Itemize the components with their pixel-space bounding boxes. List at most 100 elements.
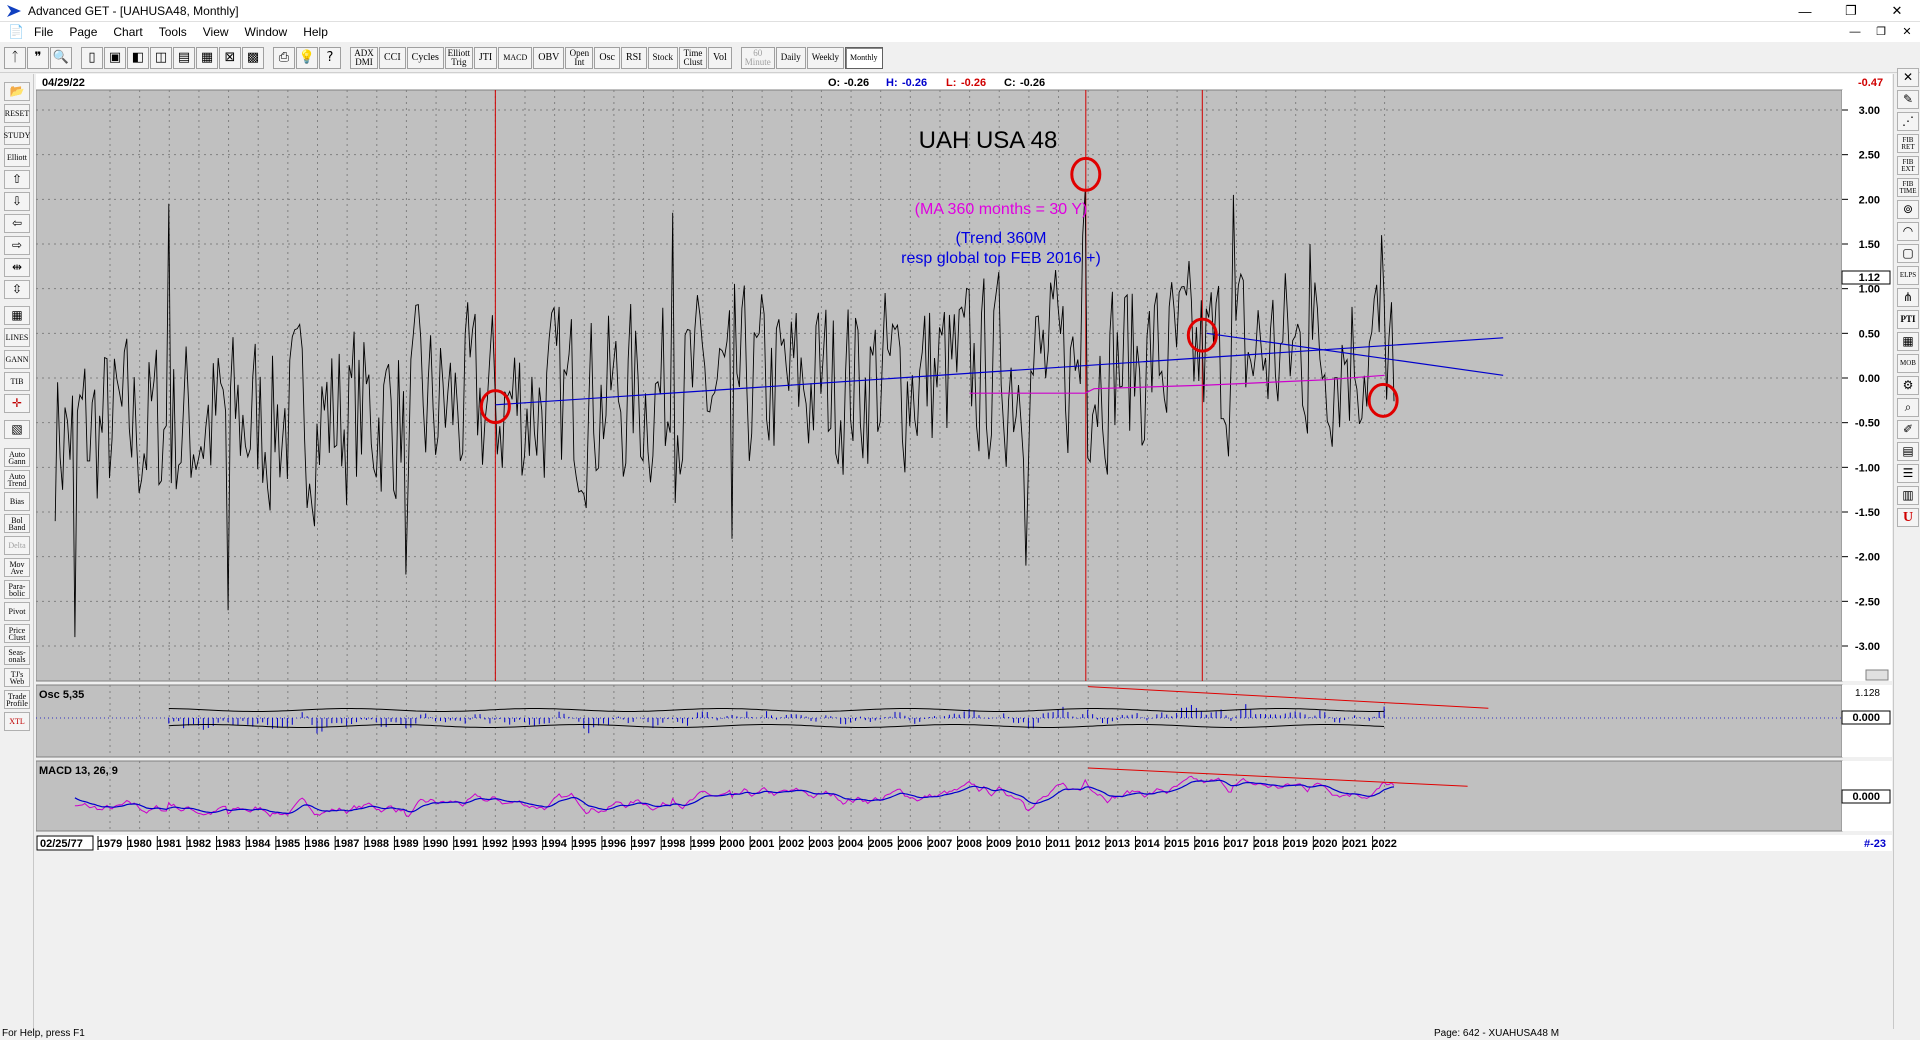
time-clust-button[interactable]: Time Clust [679, 46, 708, 69]
fib-ext-button[interactable]: FIB EXT [1897, 156, 1919, 175]
scale-toggle-icon[interactable] [1865, 669, 1889, 681]
daily-button[interactable]: Daily [775, 46, 806, 69]
vol-button[interactable]: Vol [708, 46, 732, 69]
quote-icon[interactable]: ❞ [27, 46, 49, 69]
pti-button[interactable]: PTI [1897, 310, 1919, 329]
bias-button[interactable]: Bias [4, 492, 30, 511]
expand-vertical-icon[interactable]: ⇳ [4, 280, 30, 299]
delta-button[interactable]: Delta [4, 536, 30, 555]
jti-button[interactable]: JTI [473, 46, 498, 69]
help-question-icon[interactable]: ? [319, 46, 341, 69]
osc-button[interactable]: Osc [594, 46, 620, 69]
arrow-up-icon[interactable]: ⇧ [4, 170, 30, 189]
parabolic-button[interactable]: Para- bolic [4, 580, 30, 599]
menu-chart[interactable]: Chart [113, 25, 143, 39]
elps-button[interactable]: ELPS [1897, 266, 1919, 285]
seasonals-button[interactable]: Seas- onals [4, 646, 30, 665]
folder-icon[interactable]: 📂 [4, 82, 30, 101]
tib-button[interactable]: TIB [4, 372, 30, 391]
layout-icon[interactable]: ▤ [173, 46, 195, 69]
chart-canvas[interactable]: 04/29/22 O: -0.26 H: -0.26 L: -0.26 C: -… [35, 74, 1892, 1019]
maximize-button[interactable]: ❐ [1845, 3, 1857, 18]
open-int-button[interactable]: Open Int [565, 46, 594, 69]
mdi-minimize-button[interactable]: — [1849, 26, 1861, 38]
fib-ret-button[interactable]: FIB RET [1897, 134, 1919, 153]
arrow-down-icon[interactable]: ⇩ [4, 192, 30, 211]
spiral-icon[interactable]: ⊚ [1897, 200, 1919, 219]
tjs-web-button[interactable]: TJ's Web [4, 668, 30, 687]
menu-window[interactable]: Window [244, 25, 288, 39]
pivot-button[interactable]: Pivot [4, 602, 30, 621]
adx-dmi-button[interactable]: ADX DMI [350, 46, 378, 69]
cci-button[interactable]: CCI [379, 46, 406, 69]
fan-lines-icon[interactable]: ⋰ [1897, 112, 1919, 131]
new-page-icon[interactable]: ▯ [81, 46, 103, 69]
grid-icon[interactable]: ▦ [196, 46, 218, 69]
hint-icon[interactable]: 💡 [296, 46, 318, 69]
elliott-button[interactable]: Elliott [4, 148, 30, 167]
pitchfork-icon[interactable]: ⋔ [1897, 288, 1919, 307]
cycles-button[interactable]: Cycles [406, 46, 444, 69]
magnifier-icon[interactable]: ⌕ [1897, 398, 1919, 417]
crosshair-icon[interactable]: ✛ [4, 394, 30, 413]
chart-copy-icon[interactable]: ◫ [150, 46, 172, 69]
obv-button[interactable]: OBV [533, 46, 565, 69]
menu-tools[interactable]: Tools [158, 25, 187, 39]
arc-icon[interactable]: ◠ [1897, 222, 1919, 241]
print-icon[interactable]: ⎙ [273, 46, 295, 69]
lines-button[interactable]: LINES [4, 328, 30, 347]
magnet-icon[interactable]: U [1897, 508, 1919, 527]
xtl-button[interactable]: XTL [4, 712, 30, 731]
calculator-icon[interactable]: ▧ [4, 420, 30, 439]
monthly-button[interactable]: Monthly [845, 46, 883, 69]
arrow-right-icon[interactable]: ⇨ [4, 236, 30, 255]
menu-help[interactable]: Help [303, 25, 328, 39]
open-icon[interactable]: ◧ [127, 46, 149, 69]
zoom-icon[interactable]: 🔍 [50, 46, 72, 69]
menu-page[interactable]: Page [69, 25, 98, 39]
close-chart-icon[interactable]: ⊠ [219, 46, 241, 69]
minimize-button[interactable]: — [1798, 3, 1812, 19]
auto-gann-button[interactable]: Auto Gann [4, 448, 30, 467]
study-button[interactable]: STUDY [4, 126, 30, 145]
tile-icon[interactable]: ▩ [242, 46, 264, 69]
save-icon[interactable]: ▣ [104, 46, 126, 69]
mob-button[interactable]: MOB [1897, 354, 1919, 373]
macd-button[interactable]: MACD [498, 46, 533, 69]
gann-button[interactable]: GANN [4, 350, 30, 369]
tool-grid-icon[interactable]: ▤ [1897, 442, 1919, 461]
reset-button[interactable]: RESET [4, 104, 30, 123]
time-axis-label: 2004 [839, 838, 864, 850]
weekly-button[interactable]: Weekly [806, 46, 844, 69]
grid-tool-icon[interactable]: ▦ [1897, 332, 1919, 351]
cursor-icon[interactable]: ᛏ [4, 46, 26, 69]
menu-file[interactable]: File [34, 25, 54, 39]
bol-band-button[interactable]: Bol Band [4, 514, 30, 533]
list-icon[interactable]: ☰ [1897, 464, 1919, 483]
arrow-left-icon[interactable]: ⇦ [4, 214, 30, 233]
gear-icon[interactable]: ⚙ [1897, 376, 1919, 395]
mdi-close-button[interactable]: ✕ [1902, 26, 1912, 38]
fib-time-button[interactable]: FIB TIME [1897, 178, 1919, 197]
chart-area[interactable]: 04/29/22 O: -0.26 H: -0.26 L: -0.26 C: -… [35, 74, 1892, 1019]
stock-button[interactable]: Stock [647, 46, 679, 69]
elliott-trig-button[interactable]: Elliott Trig [444, 46, 473, 69]
marker-icon[interactable]: ✐ [1897, 420, 1919, 439]
close-x-icon[interactable]: ✕ [1897, 68, 1919, 87]
60-minute-button[interactable]: 60 Minute [740, 46, 775, 69]
menu-view[interactable]: View [202, 25, 229, 39]
system-menu-icon[interactable]: 📄 [8, 24, 25, 39]
box-icon[interactable]: ▢ [1897, 244, 1919, 263]
close-button[interactable]: ✕ [1891, 3, 1903, 18]
rsi-button[interactable]: RSI [620, 46, 647, 69]
mdi-restore-button[interactable]: ❐ [1876, 26, 1886, 38]
chart-window-icon[interactable]: ▦ [4, 306, 30, 325]
mov-ave-button[interactable]: Mov Ave [4, 558, 30, 577]
clipboard-icon[interactable]: ▥ [1897, 486, 1919, 505]
auto-trend-button[interactable]: Auto Trend [4, 470, 30, 489]
trade-profile-button[interactable]: Trade Profile [4, 690, 30, 709]
pencil-icon[interactable]: ✎ [1897, 90, 1919, 109]
price-clust-button[interactable]: Price Clust [4, 624, 30, 643]
time-axis-label: 1995 [572, 838, 596, 850]
expand-horizontal-icon[interactable]: ⇹ [4, 258, 30, 277]
